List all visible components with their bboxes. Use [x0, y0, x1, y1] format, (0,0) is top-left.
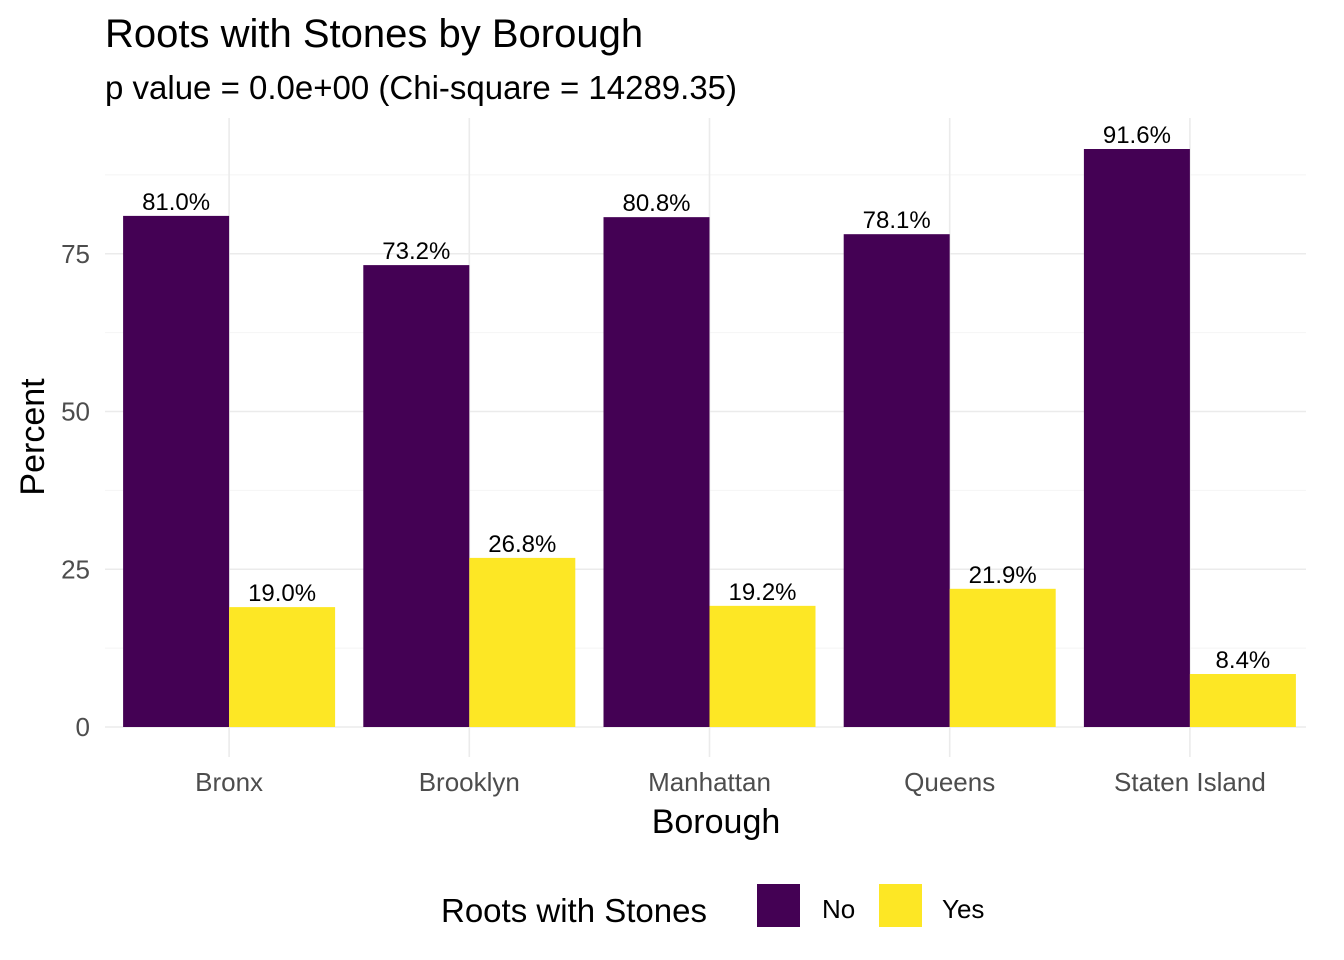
bar-brooklyn-no — [363, 265, 470, 727]
data-label: 21.9% — [969, 562, 1037, 589]
bar-queens-yes — [949, 588, 1056, 727]
x-axis-ticks: Bronx Brooklyn Manhattan Queens Staten Islan… — [195, 767, 1266, 797]
data-label: 73.2% — [382, 238, 450, 265]
x-axis-title: Borough — [652, 803, 781, 841]
data-label: 80.8% — [622, 190, 690, 217]
x-tick-label: Brooklyn — [419, 767, 520, 797]
x-tick-label: Queens — [904, 767, 995, 797]
data-labels: 81.0% 73.2% 80.8% 78.1% 91.6% 19.0% 26.8% 19.2%… — [142, 122, 1270, 674]
y-tick-label: 25 — [61, 554, 90, 584]
bar-manhattan-no — [603, 217, 710, 728]
x-tick-label: Staten Island — [1114, 767, 1266, 797]
chart-subtitle: p value = 0.0e+00 (Chi-square = 14289.35… — [105, 69, 737, 106]
data-label: 19.0% — [248, 580, 316, 607]
data-label: 26.8% — [488, 531, 556, 558]
data-label: 91.6% — [1103, 122, 1171, 149]
y-tick-label: 50 — [61, 397, 90, 427]
chart-title: Roots with Stones by Borough — [105, 12, 643, 56]
bar-bronx-yes — [229, 607, 336, 727]
bar-staten-island-yes — [1189, 673, 1296, 727]
x-tick-label: Bronx — [195, 767, 263, 797]
y-axis-title: Percent — [14, 378, 52, 496]
legend: Roots with Stones No Yes — [441, 884, 984, 929]
legend-swatch-no — [757, 884, 800, 927]
bar-brooklyn-yes — [469, 557, 576, 727]
legend-label-yes: Yes — [942, 894, 984, 924]
bar-bronx-no — [123, 215, 230, 727]
bars — [123, 149, 1296, 728]
data-label: 8.4% — [1216, 647, 1271, 674]
data-label: 19.2% — [728, 579, 796, 606]
legend-label-no: No — [822, 894, 855, 924]
bar-staten-island-no — [1083, 149, 1190, 727]
legend-swatch-yes — [879, 884, 922, 927]
data-label: 81.0% — [142, 189, 210, 216]
bar-queens-no — [843, 234, 950, 727]
y-tick-label: 75 — [61, 239, 90, 269]
y-tick-label: 0 — [76, 712, 90, 742]
x-tick-label: Manhattan — [648, 767, 771, 797]
bar-manhattan-yes — [709, 605, 816, 727]
legend-title: Roots with Stones — [441, 892, 707, 929]
y-axis-ticks: 0 25 50 75 — [61, 239, 90, 742]
data-label: 78.1% — [863, 207, 931, 234]
